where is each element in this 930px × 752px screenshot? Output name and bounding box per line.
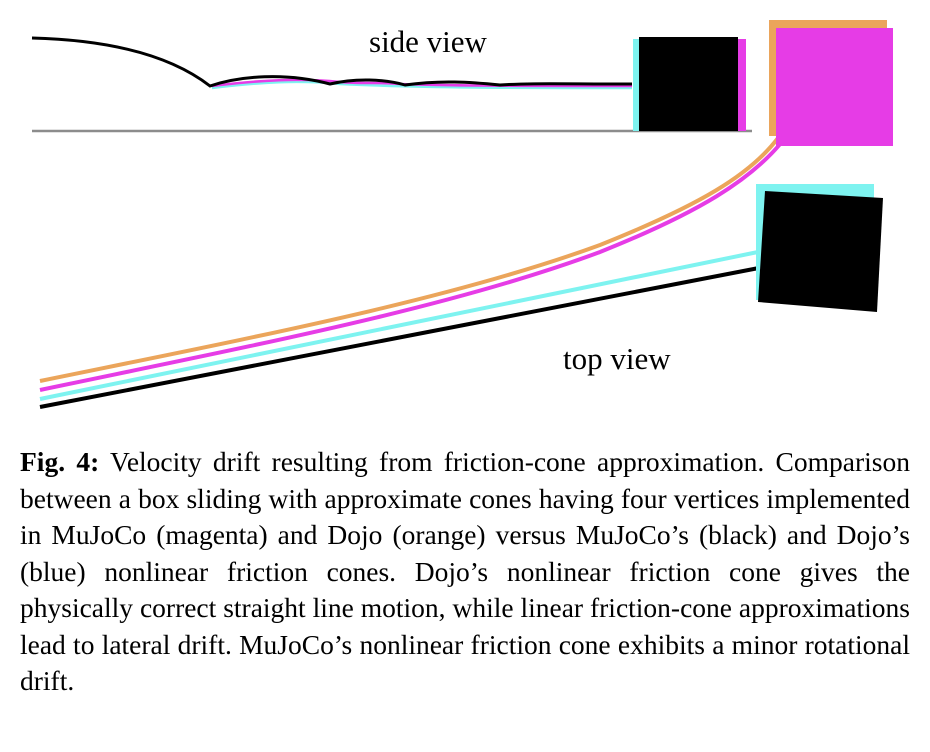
- figure-graphic: [31, 20, 893, 409]
- figure-caption-label: Fig. 4:: [20, 446, 100, 477]
- top-view-mujoco-nonlinear-trajectory: [39, 265, 765, 409]
- side-view-mujoco-nonlinear-trajectory: [31, 36, 633, 88]
- top-view-black-box: [758, 191, 883, 312]
- top-view-dojo-nonlinear-trajectory: [39, 250, 759, 401]
- top-view-magenta-box: [776, 28, 893, 146]
- top-view: [39, 20, 893, 409]
- figure-caption-text: Velocity drift resulting from friction-c…: [20, 446, 910, 696]
- side-view: [31, 36, 752, 133]
- side-view-black-box: [639, 37, 738, 131]
- top-view-mujoco-linear-trajectory: [39, 141, 783, 392]
- top-view-dojo-linear-trajectory: [39, 136, 780, 383]
- side-view-dojo-nonlinear-trajectory: [211, 80, 633, 90]
- side-view-mujoco-linear-trajectory: [211, 78, 633, 88]
- top-view-label: top view: [563, 341, 671, 376]
- figure-caption: Fig. 4: Velocity drift resulting from fr…: [20, 444, 910, 700]
- figure: side view top view: [31, 20, 893, 409]
- side-view-label: side view: [369, 24, 487, 59]
